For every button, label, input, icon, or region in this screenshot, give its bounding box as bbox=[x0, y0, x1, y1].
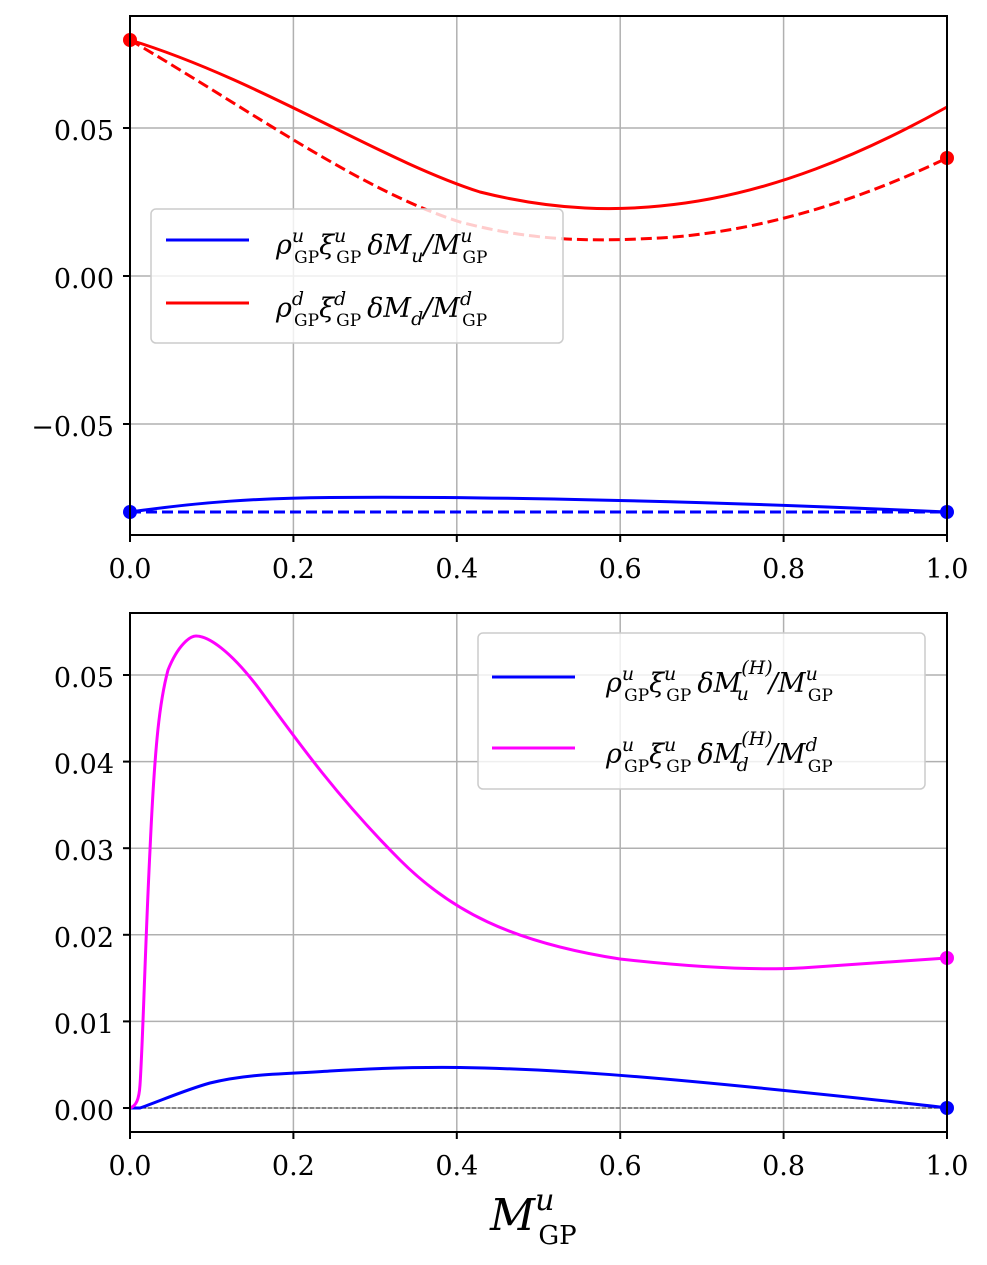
bottom-series-u bbox=[130, 1065, 948, 1110]
svg-text:0.02: 0.02 bbox=[54, 923, 114, 954]
bottom-legend-label-1: ρu GPξu GP δM(H) u/Mu GP bbox=[605, 657, 833, 706]
top-legend-label-2: ρd GPξd GP δMd/Md GP bbox=[275, 288, 487, 331]
top-panel: ρu GPξu GP δMu/Mu GP ρd GPξd GP δMd/Md GP 0.0 0.… bbox=[31, 15, 969, 585]
svg-text:0.0: 0.0 bbox=[109, 1151, 152, 1182]
svg-text:0.0: 0.0 bbox=[109, 554, 152, 585]
svg-text:0.00: 0.00 bbox=[54, 264, 114, 295]
svg-text:0.6: 0.6 bbox=[599, 554, 642, 585]
top-x-tick-labels: 0.0 0.2 0.4 0.6 0.8 1.0 bbox=[109, 554, 969, 585]
bottom-ticks bbox=[123, 674, 948, 1139]
svg-text:0.03: 0.03 bbox=[54, 836, 114, 867]
svg-text:0.4: 0.4 bbox=[435, 1151, 478, 1182]
x-axis-label: Mu GP bbox=[489, 1183, 577, 1251]
top-legend-label-1: ρu GPξu GP δMu/Mu GP bbox=[275, 225, 488, 268]
bottom-y-tick-labels: 0.00 0.01 0.02 0.03 0.04 0.05 bbox=[54, 663, 114, 1127]
top-ticks bbox=[123, 127, 948, 542]
svg-text:1.0: 1.0 bbox=[926, 554, 969, 585]
svg-text:−0.05: −0.05 bbox=[31, 412, 114, 443]
bottom-legend: ρu GPξu GP δM(H) u/Mu GP ρu GPξu GP δM(H) d/Md GP bbox=[477, 632, 926, 790]
svg-text:0.4: 0.4 bbox=[435, 554, 478, 585]
top-series-u-solid bbox=[129, 495, 948, 514]
svg-text:0.2: 0.2 bbox=[272, 1151, 315, 1182]
top-series-d-solid bbox=[129, 38, 948, 211]
svg-text:0.05: 0.05 bbox=[54, 116, 114, 147]
bottom-legend-label-2: ρu GPξu GP δM(H) d/Md GP bbox=[605, 728, 833, 777]
top-y-tick-labels: −0.05 0.00 0.05 bbox=[31, 116, 114, 443]
svg-text:0.8: 0.8 bbox=[762, 1151, 805, 1182]
svg-text:0.01: 0.01 bbox=[54, 1009, 114, 1040]
svg-text:0.2: 0.2 bbox=[272, 554, 315, 585]
svg-text:0.8: 0.8 bbox=[762, 554, 805, 585]
svg-text:0.04: 0.04 bbox=[54, 750, 114, 781]
svg-text:0.00: 0.00 bbox=[54, 1096, 114, 1127]
svg-text:0.05: 0.05 bbox=[54, 663, 114, 694]
bottom-x-tick-labels: 0.0 0.2 0.4 0.6 0.8 1.0 bbox=[109, 1151, 969, 1182]
bottom-series-d bbox=[129, 634, 948, 1110]
svg-text:1.0: 1.0 bbox=[926, 1151, 969, 1182]
svg-text:0.6: 0.6 bbox=[599, 1151, 642, 1182]
top-legend: ρu GPξu GP δMu/Mu GP ρd GPξd GP δMd/Md GP bbox=[150, 208, 564, 344]
bottom-axes-frame bbox=[129, 612, 948, 1133]
bottom-panel: ρu GPξu GP δM(H) u/Mu GP ρu GPξu GP δM(H) d/Md GP … bbox=[54, 612, 969, 1251]
